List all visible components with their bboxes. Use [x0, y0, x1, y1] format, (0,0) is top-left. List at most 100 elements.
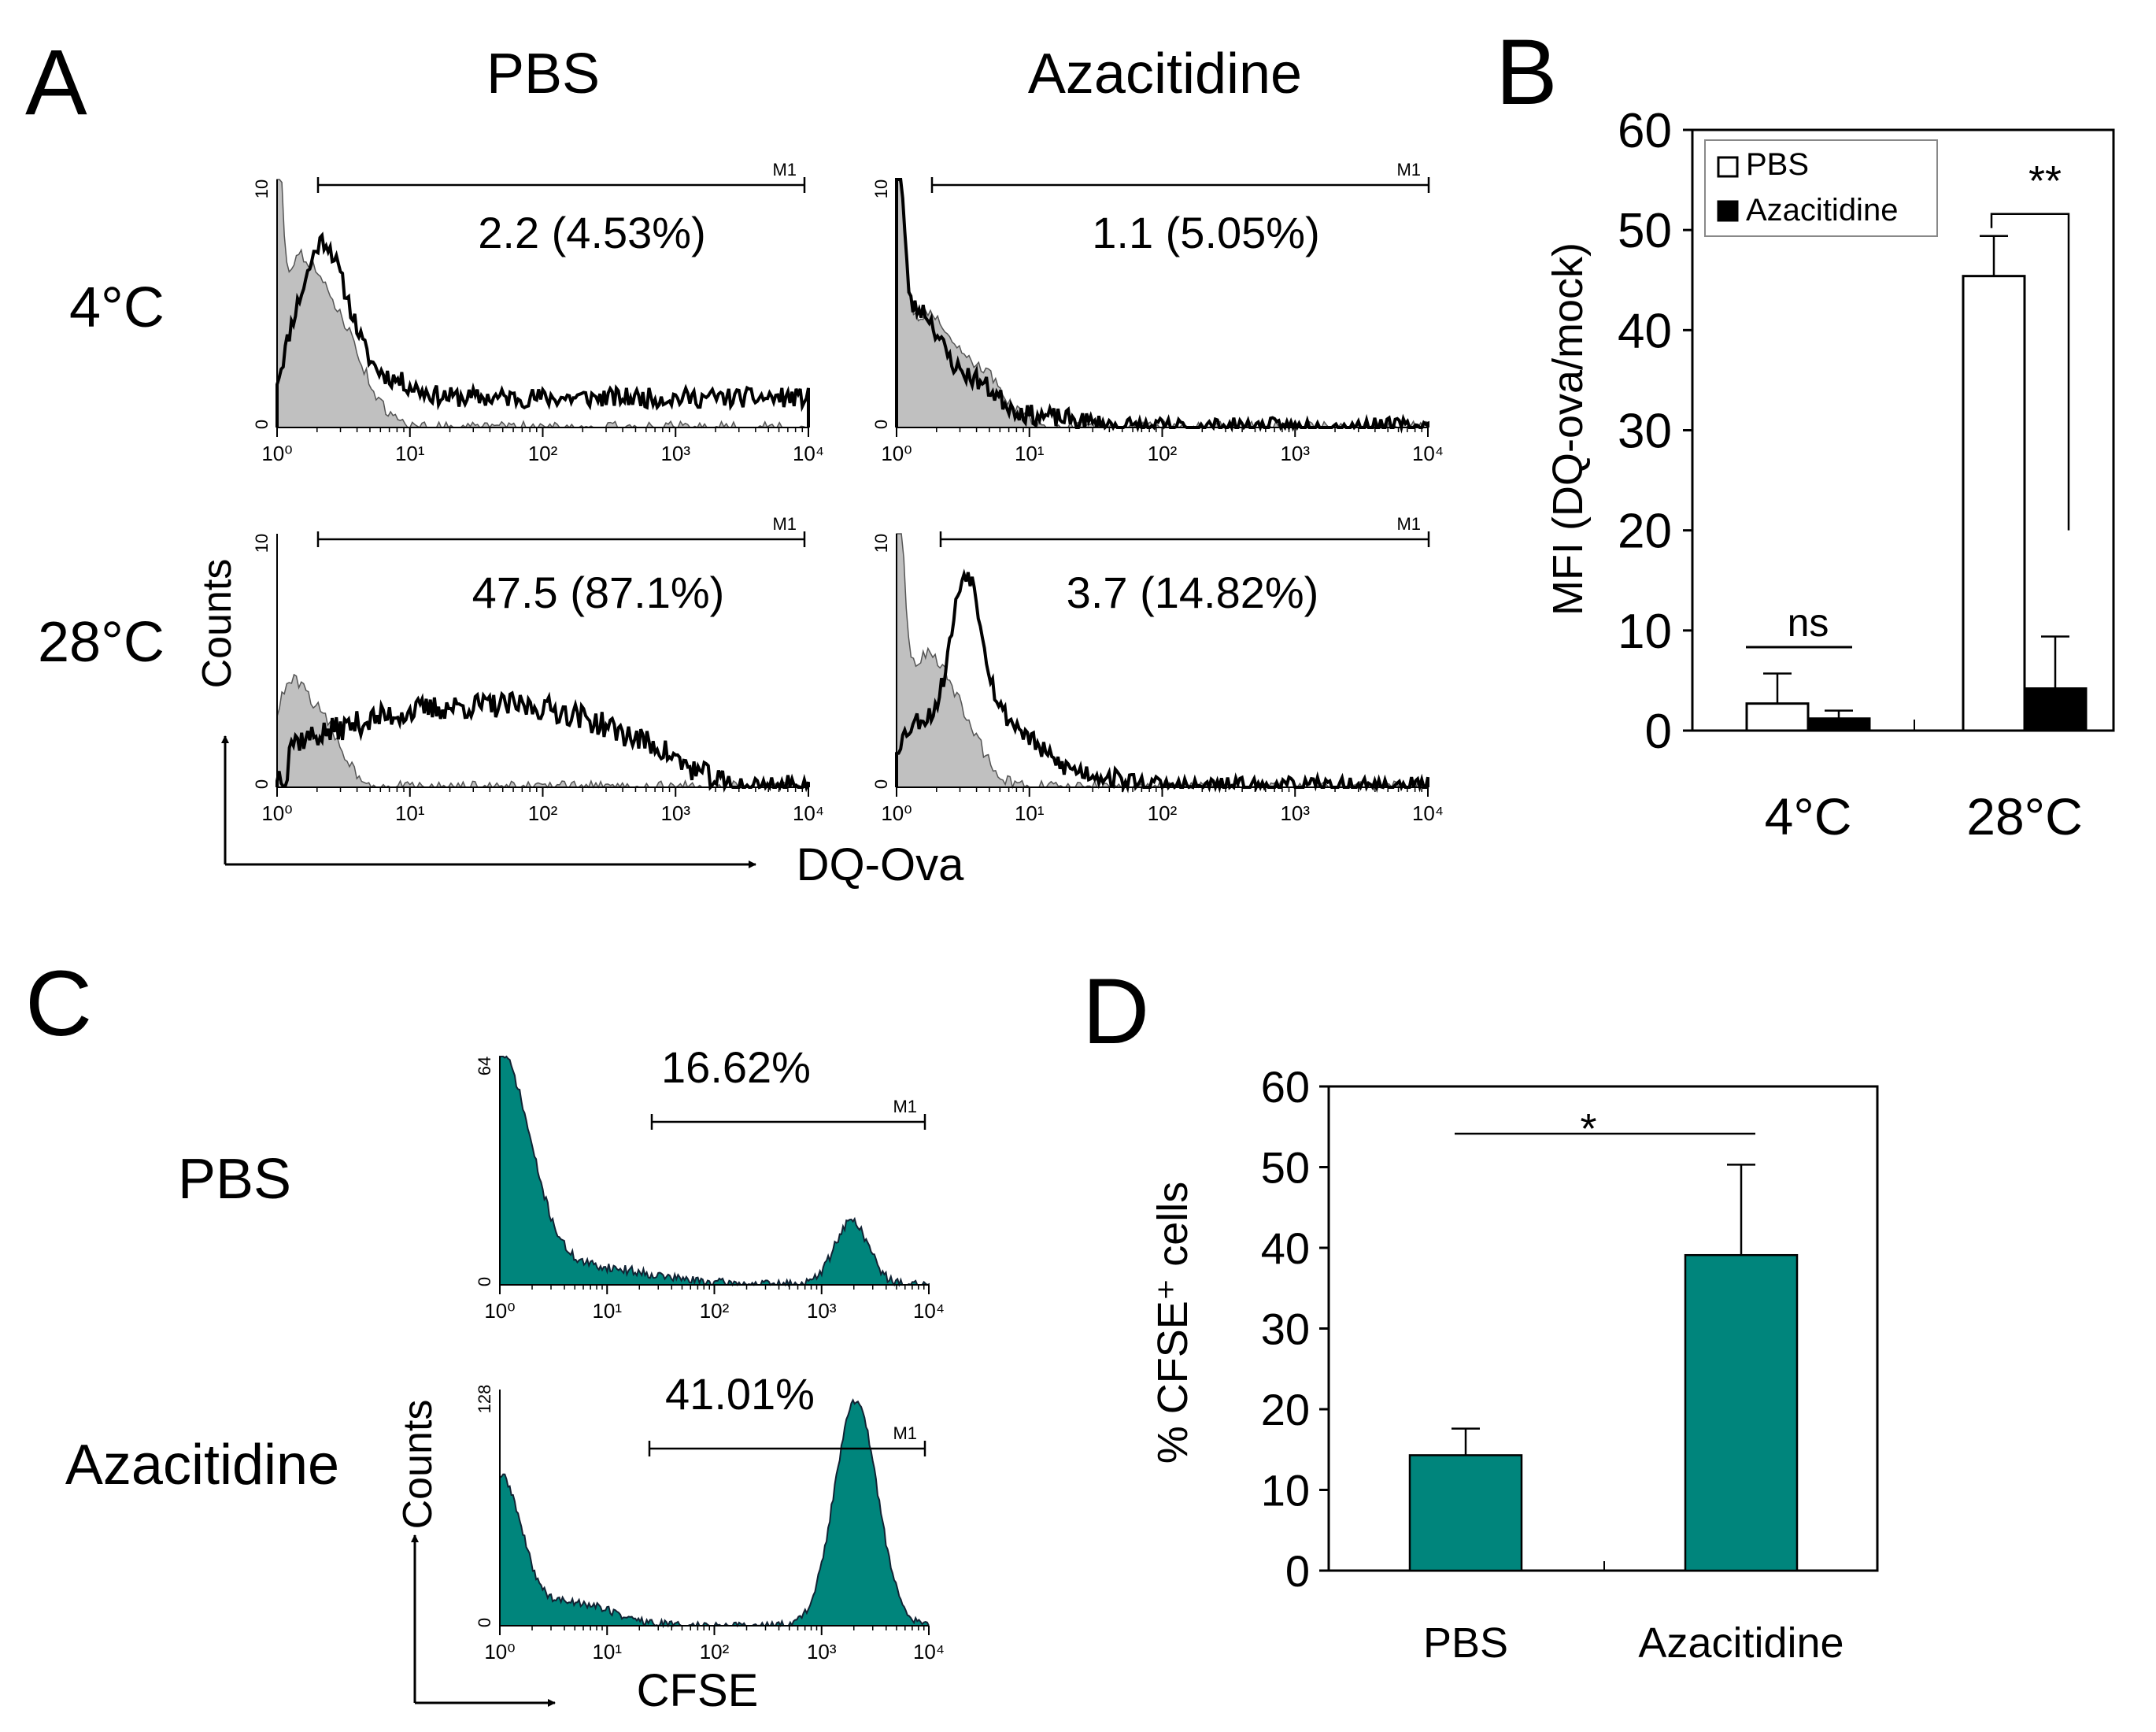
x-tick-label: 10³: [660, 801, 690, 825]
gate-statistic: 16.62%: [661, 1042, 811, 1092]
x-tick-label: 10⁰: [881, 442, 912, 465]
gate-label: M1: [1396, 160, 1421, 179]
bar-azacitidine-0: [1807, 717, 1871, 732]
x-tick-label: 10⁴: [1412, 801, 1444, 825]
chart-d-category-pbs: PBS: [1423, 1619, 1508, 1667]
y-tick-label: 60: [1618, 104, 1672, 158]
bar-chart-d: 0 10 20 30 40 50 60: [1261, 1062, 1879, 1596]
y-tick-label-max: 128: [475, 1385, 494, 1414]
significance-bracket: [1990, 213, 2070, 531]
x-tick-label: 10¹: [592, 1640, 622, 1664]
x-tick-label: 10³: [1280, 442, 1310, 465]
y-tick-label-zero: 0: [475, 1277, 494, 1286]
gate-statistic: 3.7 (14.82%): [1067, 568, 1319, 617]
y-tick-label: 10: [1618, 605, 1672, 659]
panel-c: PBS Azacitidine Counts CFSE 10⁰ 10¹ 10² 10³…: [65, 1042, 945, 1716]
x-tick-label: 10¹: [1015, 442, 1045, 465]
y-tick-label: 50: [1618, 204, 1672, 258]
x-tick-label: 10⁰: [484, 1299, 515, 1323]
row-label-pbs: PBS: [178, 1148, 291, 1211]
bar-pbs-0: [1745, 702, 1810, 732]
legend-swatch-azacitidine: [1717, 200, 1739, 222]
panel-label-a: A: [25, 31, 87, 135]
x-tick-label: 10¹: [1015, 801, 1045, 825]
y-tick-label: 10: [1261, 1466, 1310, 1516]
row-label-28c: 28°C: [38, 611, 165, 674]
x-tick-label: 10²: [700, 1640, 730, 1664]
histogram-pbs-4c: 10⁰ 10¹ 10² 10³ 10⁴ 10 0 M1 2.2 (4.53%): [252, 160, 824, 465]
x-tick-label: 10⁰: [261, 442, 292, 465]
chart-b-ylabel: MFI (DQ-ova/mock): [1544, 242, 1592, 616]
x-tick-label: 10³: [1280, 801, 1310, 825]
panel-a: PBS Azacitidine 4°C 28°C Counts DQ-Ova 1…: [38, 43, 1444, 890]
x-tick-label: 10⁰: [484, 1640, 515, 1664]
y-tick-label: 50: [1261, 1143, 1310, 1193]
chart-b-legend: [1704, 139, 1938, 237]
x-tick-label: 10²: [528, 801, 558, 825]
y-tick-label: 60: [1261, 1062, 1310, 1112]
col-header-azacitidine: Azacitidine: [1028, 43, 1302, 105]
chart-b-category-4c: 4°C: [1765, 787, 1852, 846]
x-tick-label: 10³: [660, 442, 690, 465]
gate-label: M1: [893, 1423, 917, 1443]
histogram-aza-4c: 10⁰ 10¹ 10² 10³ 10⁴ 10 0 M1 1.1 (5.05%): [871, 160, 1444, 465]
legend-label-azacitidine: Azacitidine: [1746, 193, 1898, 228]
dq-ova-axis-label: DQ-Ova: [797, 839, 964, 890]
cfse-axis-label: CFSE: [637, 1665, 759, 1716]
y-tick-label: 30: [1261, 1305, 1310, 1354]
y-tick-label-zero: 0: [871, 420, 891, 429]
x-tick-label: 10¹: [395, 801, 425, 825]
sig-label-star: *: [1580, 1105, 1596, 1153]
histogram-cfse-aza: 10⁰ 10¹ 10² 10³ 10⁴ 128 0 M1 41.01%: [475, 1369, 945, 1664]
chart-d-ylabel: % CFSE⁺ cells: [1149, 1182, 1196, 1464]
x-tick-label: 10⁴: [1412, 442, 1444, 465]
bar-chart-b: 0 10 20 30 40 50 60: [1618, 104, 2115, 759]
sample-histogram: [276, 690, 810, 793]
y-tick-label-max: 64: [475, 1057, 494, 1075]
x-tick-label: 10²: [528, 442, 558, 465]
gate-statistic: 1.1 (5.05%): [1092, 208, 1320, 257]
y-tick-label-max: 10: [252, 179, 272, 198]
legend-swatch-pbs: [1717, 156, 1739, 178]
chart-b-category-28c: 28°C: [1966, 787, 2082, 846]
sample-histogram: [499, 1398, 930, 1629]
counts-axis-label-c: Counts: [395, 1400, 441, 1530]
bar-pbs-1: [1962, 275, 2026, 732]
x-tick-label: 10³: [807, 1299, 837, 1323]
y-tick-label: 0: [1285, 1546, 1310, 1596]
x-tick-label: 10⁴: [913, 1299, 945, 1323]
gate-label: M1: [772, 514, 797, 534]
x-tick-label: 10⁴: [793, 801, 824, 825]
chart-d-category-azacitidine: Azacitidine: [1638, 1619, 1844, 1667]
histogram-aza-28c: 10⁰ 10¹ 10² 10³ 10⁴ 10 0 M1 3.7 (14.82%): [871, 514, 1444, 825]
y-tick-label-zero: 0: [871, 779, 891, 789]
y-tick-label-max: 10: [871, 534, 891, 553]
counts-axis-label: Counts: [194, 559, 240, 689]
row-label-4c: 4°C: [69, 276, 165, 339]
bar-azacitidine-1: [2023, 687, 2088, 732]
x-tick-label: 10²: [1148, 801, 1178, 825]
x-tick-label: 10⁰: [881, 801, 912, 825]
x-tick-label: 10¹: [395, 442, 425, 465]
bar-azacitidine: [1684, 1253, 1799, 1572]
y-tick-label: 20: [1261, 1385, 1310, 1434]
sample-histogram: [276, 231, 810, 427]
x-tick-label: 10⁴: [913, 1640, 945, 1664]
gate-statistic: 47.5 (87.1%): [472, 568, 725, 617]
panel-label-d: D: [1082, 960, 1149, 1064]
control-histogram: [276, 673, 809, 789]
y-tick-label: 20: [1618, 505, 1672, 559]
gate-label: M1: [772, 160, 797, 179]
x-tick-label: 10⁴: [793, 442, 824, 465]
panel-b: 0 10 20 30 40 50 60 MFI (DQ-ova/mock) 4°C 28°C…: [1544, 104, 2115, 846]
gate-label: M1: [1396, 514, 1421, 534]
gate-label: M1: [893, 1097, 917, 1116]
x-tick-label: 10²: [1148, 442, 1178, 465]
gate-statistic: 2.2 (4.53%): [478, 208, 706, 257]
col-header-pbs: PBS: [486, 43, 600, 105]
x-tick-label: 10¹: [592, 1299, 622, 1323]
sample-histogram: [499, 1055, 930, 1288]
sig-label-double-star: **: [2028, 157, 2062, 205]
y-tick-label-max: 10: [871, 179, 891, 198]
